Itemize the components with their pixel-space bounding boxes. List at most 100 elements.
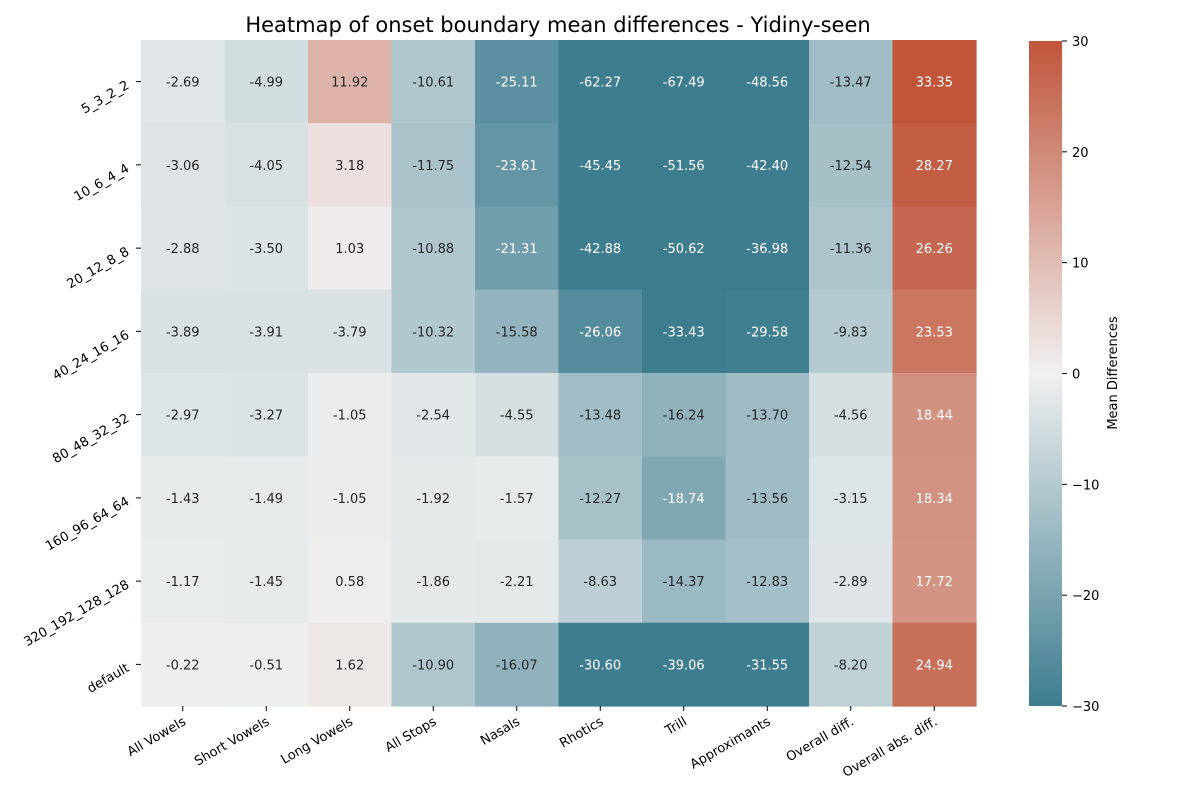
cell-value-label: -42.88: [579, 242, 621, 257]
column-tick-label: Short Vowels: [192, 714, 272, 769]
row-tick-label: 320_192_128_128: [22, 578, 132, 650]
column-tick-label: Approximants: [688, 714, 774, 772]
cell-value-label: -1.05: [333, 409, 367, 424]
heatmap-cell: [475, 622, 560, 707]
row-tick-label: 40_24_16_16: [50, 328, 132, 384]
heatmap-cell: [809, 123, 894, 208]
heatmap-cell: [141, 206, 226, 291]
heatmap-cell: [308, 206, 393, 291]
heatmap-cell: [892, 373, 977, 457]
heatmap-cell: [809, 373, 894, 457]
cell-value-label: -31.55: [746, 658, 788, 673]
heatmap-cells: -2.69 -4.99 11.92 -10.61 -25.11 -62.27 -67.49 -…: [141, 40, 977, 707]
cell-value-label: -10.90: [412, 658, 454, 673]
cell-value-label: 26.26: [916, 242, 953, 257]
heatmap-cell: [141, 539, 226, 624]
cell-value-label: -2.69: [166, 76, 200, 91]
chart-title: Heatmap of onset boundary mean differenc…: [245, 13, 870, 37]
cell-value-label: 23.53: [916, 325, 953, 340]
column-tick-label: Rhotics: [557, 714, 606, 751]
heatmap-cell: [809, 289, 894, 374]
heatmap-cell: [224, 289, 309, 374]
cell-value-label: -1.05: [333, 492, 367, 507]
colorbar-ticks: 30 20 10 0 −10 −20 −30: [1062, 35, 1099, 715]
cell-value-label: -51.56: [663, 159, 705, 174]
cell-value-label: -16.24: [663, 409, 705, 424]
heatmap-cell: [141, 622, 226, 707]
heatmap-cell: [475, 40, 560, 124]
column-tick-label: All Stops: [383, 714, 440, 755]
heatmap-cell: [391, 622, 476, 707]
cell-value-label: -12.27: [579, 492, 621, 507]
heatmap-cell: [642, 456, 727, 541]
heatmap-cell: [224, 373, 309, 457]
heatmap-cell: [308, 539, 393, 624]
column-tick-label: Overall abs. diff.: [840, 714, 940, 780]
cell-value-label: -42.40: [746, 159, 788, 174]
column-tick-label: Long Vowels: [279, 714, 356, 767]
cell-value-label: -13.48: [579, 409, 621, 424]
heatmap-cell: [475, 289, 560, 374]
cell-value-label: -45.45: [579, 159, 621, 174]
cell-value-label: -12.54: [830, 159, 872, 174]
heatmap-cell: [892, 206, 977, 291]
colorbar-tick-label: 30: [1072, 35, 1089, 50]
heatmap-cell: [725, 40, 810, 124]
heatmap-cell: [475, 206, 560, 291]
cell-value-label: -1.45: [249, 575, 283, 590]
heatmap-cell: [558, 456, 643, 541]
cell-value-label: -0.51: [249, 658, 283, 673]
cell-value-label: -36.98: [746, 242, 788, 257]
heatmap-cell: [892, 539, 977, 624]
row-tick-label: 5_3_2_2: [79, 78, 132, 117]
cell-value-label: -13.70: [746, 409, 788, 424]
cell-value-label: -4.05: [249, 159, 283, 174]
cell-value-label: -4.99: [249, 76, 283, 91]
cell-value-label: 24.94: [916, 658, 953, 673]
cell-value-label: -48.56: [746, 76, 788, 91]
heatmap-cell: [141, 456, 226, 541]
row-tick-labels: 5_3_2_2 10_6_4_4 20_12_8_8 40_24_16_16 80_48…: [22, 78, 141, 697]
heatmap-cell: [475, 123, 560, 208]
cell-value-label: -1.49: [249, 492, 283, 507]
cell-value-label: -3.79: [333, 325, 367, 340]
colorbar-gradient: [1029, 41, 1062, 706]
cell-value-label: -10.88: [412, 242, 454, 257]
colorbar-tick-label: 0: [1072, 368, 1080, 383]
cell-value-label: -3.50: [249, 242, 283, 257]
heatmap-cell: [141, 373, 226, 457]
cell-value-label: 1.03: [335, 242, 364, 257]
heatmap-cell: [642, 206, 727, 291]
cell-value-label: -4.56: [834, 409, 868, 424]
heatmap-cell: [391, 373, 476, 457]
heatmap-cell: [558, 40, 643, 124]
heatmap-cell: [642, 622, 727, 707]
cell-value-label: 1.62: [335, 658, 364, 673]
heatmap-cell: [475, 373, 560, 457]
heatmap-cell: [308, 40, 393, 124]
cell-value-label: 17.72: [916, 575, 953, 590]
cell-value-label: -11.75: [412, 159, 454, 174]
column-tick-label: Overall diff.: [784, 714, 857, 765]
heatmap-cell: [642, 40, 727, 124]
heatmap-cell: [725, 539, 810, 624]
cell-value-label: -1.17: [166, 575, 200, 590]
cell-value-label: -2.21: [500, 575, 534, 590]
cell-value-label: -0.22: [166, 658, 200, 673]
heatmap-cell: [308, 123, 393, 208]
heatmap-cell: [391, 289, 476, 374]
heatmap-cell: [809, 40, 894, 124]
cell-value-label: -3.89: [166, 325, 200, 340]
cell-value-label: -1.92: [416, 492, 450, 507]
heatmap-cell: [308, 622, 393, 707]
cell-value-label: -62.27: [579, 76, 621, 91]
cell-value-label: -3.91: [249, 325, 283, 340]
column-tick-labels: All Vowels Short Vowels Long Vowels All Sto…: [125, 706, 940, 781]
heatmap-cell: [558, 206, 643, 291]
heatmap-cell: [141, 289, 226, 374]
heatmap-cell: [475, 456, 560, 541]
heatmap-cell: [725, 456, 810, 541]
heatmap-cell: [308, 456, 393, 541]
cell-value-label: -3.06: [166, 159, 200, 174]
heatmap-cell: [475, 539, 560, 624]
